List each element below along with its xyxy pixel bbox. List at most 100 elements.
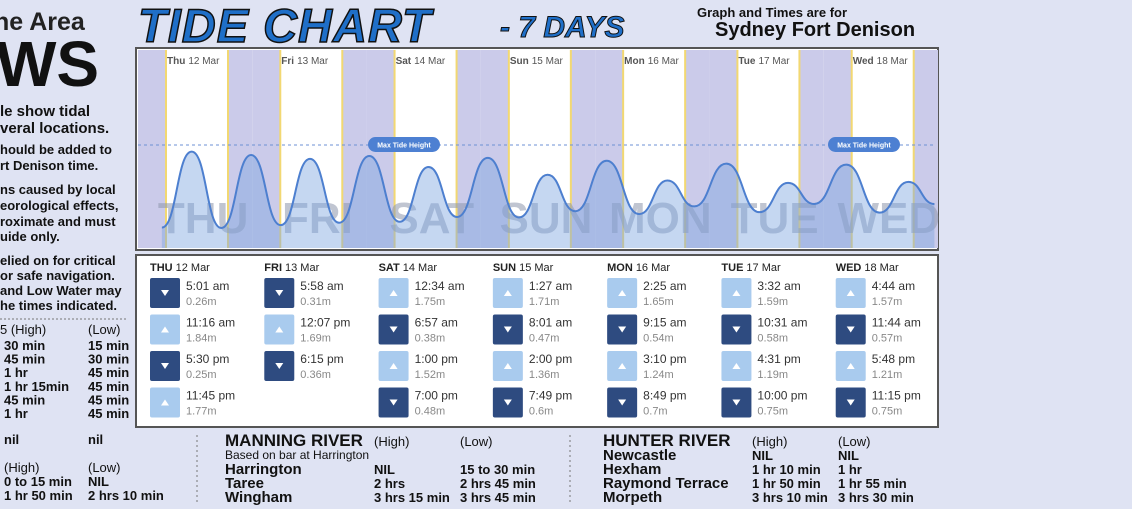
- offset-cell: 45 min: [88, 406, 129, 421]
- arrow: [161, 290, 169, 296]
- night-shade: [709, 50, 738, 248]
- tide-time: 4:31 pm: [757, 352, 800, 366]
- day-name: SUN: [493, 262, 516, 274]
- table-day-label: FRI 13 Mar: [264, 262, 319, 274]
- note-line: rt Denison time.: [0, 158, 98, 173]
- river-cell: Taree: [225, 475, 264, 492]
- note-line: roximate and must: [0, 214, 116, 229]
- day-short: Thu: [167, 56, 185, 67]
- day-date: 13 Mar: [297, 56, 329, 67]
- river-cell: 15 to 30 min: [460, 462, 535, 477]
- arrow: [161, 326, 169, 333]
- tide-time: 4:44 am: [872, 279, 915, 293]
- graph-day-label: Thu 12 Mar: [167, 56, 220, 67]
- graph-day-label: Sat 14 Mar: [396, 56, 446, 67]
- note-line: hould be added to: [0, 142, 112, 157]
- note-line: uide only.: [0, 229, 60, 244]
- tide-time: 11:16 am: [186, 316, 235, 330]
- day-watermark: TUE: [731, 194, 819, 243]
- day-date: 15 Mar: [519, 262, 554, 274]
- day-date: 13 Mar: [285, 262, 320, 274]
- offset-cell: 45 min: [4, 392, 45, 407]
- tide-height: 1.59m: [757, 296, 788, 308]
- day-short: Mon: [624, 56, 645, 67]
- tide-time: 11:45 pm: [186, 389, 235, 403]
- arrow: [846, 363, 855, 369]
- note-line: ns caused by local: [0, 182, 116, 197]
- graph-day-label: Wed 18 Mar: [853, 56, 909, 67]
- arrow: [389, 399, 398, 406]
- tide-time: 5:01 am: [186, 279, 229, 293]
- day-date: 14 Mar: [403, 262, 438, 274]
- tide-height: 0.25m: [186, 369, 217, 381]
- max-pill: [368, 137, 440, 152]
- river-cell: 1 hr 50 min: [752, 476, 821, 491]
- offset-cell: 45 min: [88, 379, 129, 394]
- day-date: 14 Mar: [414, 56, 446, 67]
- tide-time: 11:15 pm: [872, 389, 921, 403]
- tide-height: 0.38m: [415, 333, 446, 345]
- graph-day-label: Tue 17 Mar: [738, 56, 790, 67]
- graph-day-label: Sun 15 Mar: [510, 56, 564, 67]
- offset-cell: 15 min: [88, 338, 129, 353]
- tide-height: 1.57m: [872, 296, 903, 308]
- river-cell: NIL: [838, 448, 859, 463]
- tide-height: 0.47m: [529, 333, 560, 345]
- offset-cell: NIL: [88, 474, 109, 489]
- tide-fill: [161, 151, 935, 248]
- note-line: or safe navigation.: [0, 268, 115, 283]
- day-name: TUE: [721, 262, 743, 274]
- arrow: [846, 326, 855, 333]
- river-title: HUNTER RIVER: [603, 431, 731, 450]
- day-short: Sun: [510, 56, 529, 67]
- tide-time: 7:00 pm: [415, 389, 458, 403]
- night-shade: [480, 50, 509, 248]
- arrow: [275, 290, 284, 296]
- tide-height: 1.52m: [415, 369, 446, 381]
- offset-cell: 45 min: [88, 365, 129, 380]
- night-shade: [799, 50, 824, 248]
- arrow: [732, 326, 741, 333]
- river-low: (Low): [460, 434, 493, 449]
- river-cell: NIL: [752, 448, 773, 463]
- arrow: [389, 326, 398, 333]
- river-cell: Morpeth: [603, 489, 662, 506]
- river-high: (High): [374, 434, 409, 449]
- offset-cell: 1 hr 15min: [4, 379, 69, 394]
- river-note: Based on bar at Harrington: [225, 448, 369, 462]
- river-title: MANNING RIVER: [225, 431, 363, 450]
- night-shade: [138, 50, 166, 248]
- night-shade: [685, 50, 710, 248]
- arrow: [161, 399, 169, 406]
- arrow: [732, 290, 741, 296]
- day-date: 12 Mar: [176, 262, 211, 274]
- tide-height: 0.36m: [300, 369, 331, 381]
- river-cell: 3 hrs 30 min: [838, 490, 914, 505]
- tide-height: 1.65m: [643, 296, 674, 308]
- tide-time: 1:27 am: [529, 279, 572, 293]
- night-shade: [570, 50, 596, 248]
- arrow: [732, 399, 741, 406]
- tide-height: 1.71m: [529, 296, 560, 308]
- tide-height: 0.7m: [643, 406, 667, 418]
- tide-height: 1.69m: [300, 333, 331, 345]
- arrow: [503, 363, 512, 369]
- day-date: 12 Mar: [188, 56, 220, 67]
- tide-time: 5:48 pm: [872, 352, 915, 366]
- day-watermark: MON: [609, 194, 712, 243]
- title: TIDE CHART: [138, 0, 435, 52]
- tide-height: 0.26m: [186, 296, 217, 308]
- tide-time: 10:00 pm: [757, 389, 807, 403]
- tide-time: 10:31 am: [757, 316, 807, 330]
- day-name: THU: [150, 262, 173, 274]
- max-pill: [828, 137, 900, 152]
- note-line: he times indicated.: [0, 298, 117, 313]
- river-low: (Low): [838, 434, 871, 449]
- day-short: Wed: [853, 56, 874, 67]
- day-name: FRI: [264, 262, 282, 274]
- day-name: MON: [607, 262, 633, 274]
- night-shade: [252, 50, 281, 248]
- tide-time: 5:30 pm: [186, 352, 229, 366]
- table-day-label: WED 18 Mar: [836, 262, 899, 274]
